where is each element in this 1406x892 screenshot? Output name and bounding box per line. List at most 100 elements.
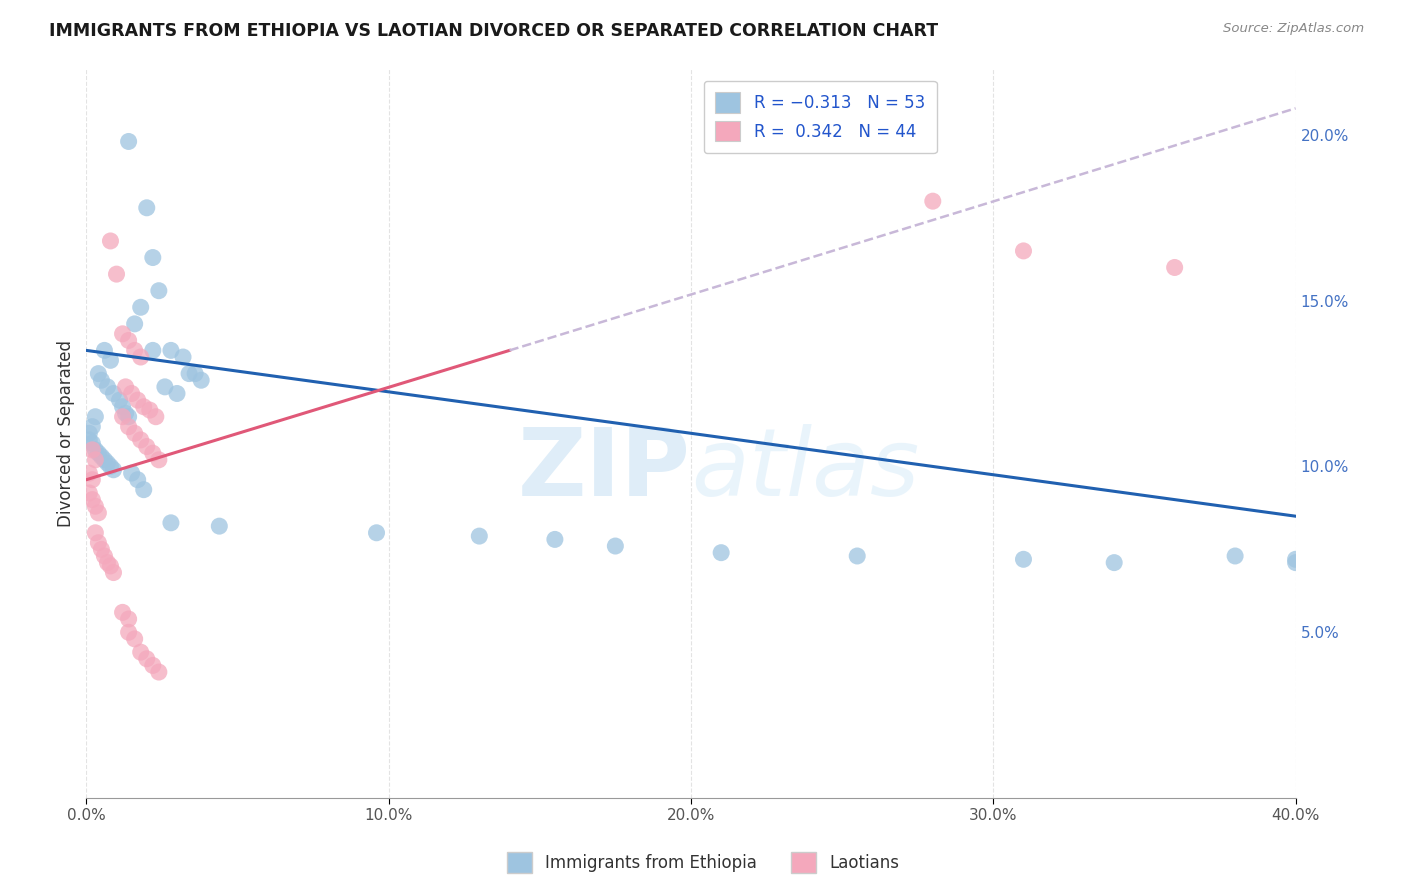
Point — [82, 419, 104, 434]
Point — [139, 403, 162, 417]
Point — [84, 452, 107, 467]
Point — [172, 350, 194, 364]
Point — [1163, 260, 1185, 275]
Point — [135, 201, 157, 215]
Point — [166, 386, 188, 401]
Point — [184, 367, 207, 381]
Point — [160, 516, 183, 530]
Text: ZIP: ZIP — [517, 424, 690, 516]
Point — [90, 450, 112, 464]
Point — [79, 426, 101, 441]
Point — [100, 558, 122, 573]
Point — [87, 367, 110, 381]
Point — [148, 665, 170, 679]
Point — [127, 393, 149, 408]
Point — [117, 419, 139, 434]
Point — [153, 380, 176, 394]
Point — [148, 284, 170, 298]
Point — [114, 406, 136, 420]
Point — [117, 612, 139, 626]
Point — [84, 409, 107, 424]
Point — [135, 652, 157, 666]
Point — [79, 433, 101, 447]
Point — [145, 409, 167, 424]
Point — [111, 409, 134, 424]
Point — [124, 632, 146, 646]
Point — [129, 645, 152, 659]
Point — [100, 459, 122, 474]
Point — [177, 367, 200, 381]
Y-axis label: Divorced or Separated: Divorced or Separated — [58, 340, 75, 527]
Point — [111, 326, 134, 341]
Point — [148, 452, 170, 467]
Point — [1012, 552, 1035, 566]
Point — [96, 380, 118, 394]
Point — [190, 373, 212, 387]
Text: atlas: atlas — [690, 425, 920, 516]
Point — [82, 442, 104, 457]
Point — [740, 112, 762, 126]
Point — [96, 456, 118, 470]
Point — [142, 446, 165, 460]
Point — [846, 549, 869, 563]
Point — [129, 300, 152, 314]
Point — [124, 343, 146, 358]
Text: IMMIGRANTS FROM ETHIOPIA VS LAOTIAN DIVORCED OR SEPARATED CORRELATION CHART: IMMIGRANTS FROM ETHIOPIA VS LAOTIAN DIVO… — [49, 22, 938, 40]
Point — [96, 556, 118, 570]
Point — [710, 546, 733, 560]
Point — [87, 506, 110, 520]
Point — [111, 606, 134, 620]
Point — [108, 393, 131, 408]
Point — [103, 386, 125, 401]
Point — [121, 386, 143, 401]
Point — [544, 533, 567, 547]
Point — [93, 343, 115, 358]
Point — [160, 343, 183, 358]
Point — [208, 519, 231, 533]
Point — [117, 625, 139, 640]
Point — [117, 135, 139, 149]
Point — [100, 353, 122, 368]
Point — [132, 400, 155, 414]
Point — [142, 658, 165, 673]
Point — [84, 442, 107, 457]
Point — [468, 529, 491, 543]
Point — [82, 436, 104, 450]
Point — [124, 317, 146, 331]
Point — [142, 343, 165, 358]
Point — [100, 234, 122, 248]
Point — [124, 426, 146, 441]
Point — [132, 483, 155, 497]
Point — [103, 566, 125, 580]
Text: Source: ZipAtlas.com: Source: ZipAtlas.com — [1223, 22, 1364, 36]
Point — [117, 409, 139, 424]
Legend: Immigrants from Ethiopia, Laotians: Immigrants from Ethiopia, Laotians — [501, 846, 905, 880]
Point — [84, 500, 107, 514]
Point — [921, 194, 943, 209]
Point — [90, 542, 112, 557]
Point — [114, 380, 136, 394]
Point — [79, 486, 101, 500]
Point — [1284, 552, 1306, 566]
Point — [93, 452, 115, 467]
Point — [103, 463, 125, 477]
Point — [135, 440, 157, 454]
Legend: R = −0.313   N = 53, R =  0.342   N = 44: R = −0.313 N = 53, R = 0.342 N = 44 — [703, 80, 936, 153]
Point — [1102, 556, 1125, 570]
Point — [117, 334, 139, 348]
Point — [605, 539, 627, 553]
Point — [1223, 549, 1246, 563]
Point — [129, 350, 152, 364]
Point — [1012, 244, 1035, 258]
Point — [121, 466, 143, 480]
Point — [1284, 556, 1306, 570]
Point — [105, 267, 128, 281]
Point — [90, 373, 112, 387]
Point — [79, 466, 101, 480]
Point — [84, 525, 107, 540]
Point — [87, 446, 110, 460]
Point — [142, 251, 165, 265]
Point — [129, 433, 152, 447]
Point — [82, 492, 104, 507]
Point — [93, 549, 115, 563]
